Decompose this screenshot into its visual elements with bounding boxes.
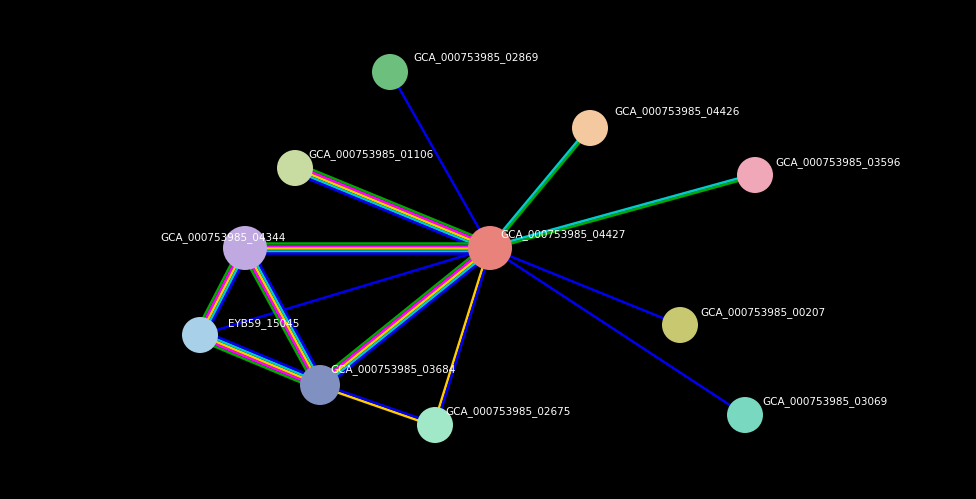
Text: GCA_000753985_03596: GCA_000753985_03596	[775, 158, 901, 169]
Circle shape	[300, 365, 340, 405]
Circle shape	[737, 157, 773, 193]
Circle shape	[468, 226, 512, 270]
Circle shape	[662, 307, 698, 343]
Text: GCA_000753985_04426: GCA_000753985_04426	[614, 107, 740, 117]
Circle shape	[223, 226, 267, 270]
Circle shape	[572, 110, 608, 146]
Circle shape	[417, 407, 453, 443]
Text: GCA_000753985_04427: GCA_000753985_04427	[500, 230, 626, 241]
Text: GCA_000753985_02675: GCA_000753985_02675	[445, 407, 570, 418]
Text: GCA_000753985_00207: GCA_000753985_00207	[700, 307, 825, 318]
Circle shape	[277, 150, 313, 186]
Text: GCA_000753985_01106: GCA_000753985_01106	[308, 150, 433, 161]
Text: GCA_000753985_03684: GCA_000753985_03684	[330, 365, 456, 375]
Circle shape	[372, 54, 408, 90]
Text: EYB59_15045: EYB59_15045	[228, 318, 300, 329]
Text: GCA_000753985_04344: GCA_000753985_04344	[160, 233, 285, 244]
Text: GCA_000753985_03069: GCA_000753985_03069	[762, 397, 887, 408]
Circle shape	[727, 397, 763, 433]
Circle shape	[182, 317, 218, 353]
Text: GCA_000753985_02869: GCA_000753985_02869	[413, 52, 539, 63]
